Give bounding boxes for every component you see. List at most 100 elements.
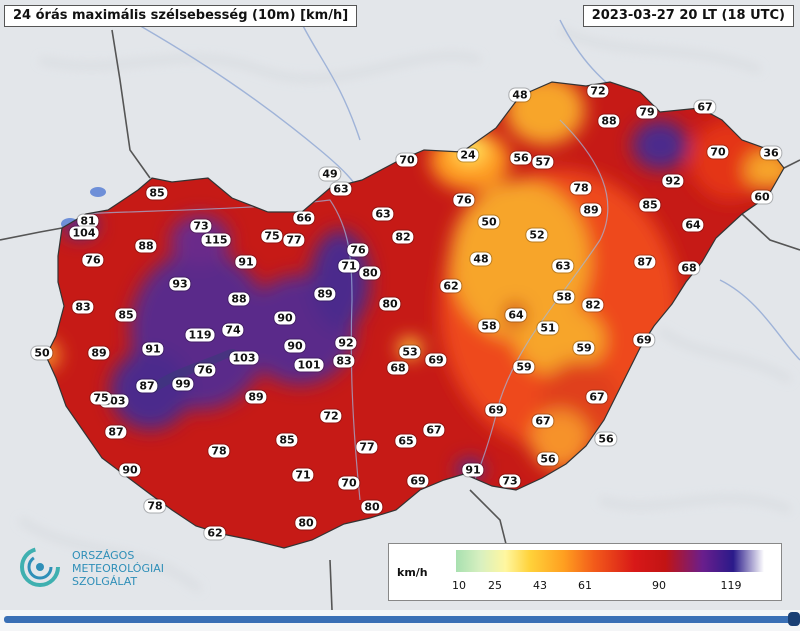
legend-unit: km/h — [397, 566, 428, 579]
station-value: 80 — [361, 500, 383, 514]
station-value: 76 — [347, 243, 369, 257]
legend-tick: 119 — [720, 579, 742, 592]
station-value: 68 — [678, 261, 700, 275]
logo-swirl-icon — [20, 547, 60, 587]
station-value: 73 — [499, 474, 521, 488]
station-value: 88 — [135, 239, 157, 253]
station-value: 51 — [537, 321, 559, 335]
station-value: 56 — [510, 151, 532, 165]
station-value: 73 — [190, 219, 212, 233]
station-value: 83 — [72, 300, 94, 314]
station-value: 74 — [222, 323, 244, 337]
station-value: 82 — [392, 230, 414, 244]
station-value: 99 — [172, 377, 194, 391]
legend-tick: 25 — [488, 579, 502, 592]
station-value: 58 — [478, 319, 500, 333]
station-value: 93 — [169, 277, 191, 291]
station-value: 69 — [425, 353, 447, 367]
station-value: 76 — [453, 193, 475, 207]
map-title: 24 órás maximális szélsebesség (10m) [km… — [4, 5, 358, 27]
omsz-logo: ORSZÁGOS METEOROLÓGIAI SZOLGÁLAT — [18, 543, 178, 593]
station-value: 71 — [338, 259, 360, 273]
station-value: 64 — [682, 218, 704, 232]
station-value: 57 — [532, 155, 554, 169]
station-value: 52 — [526, 228, 548, 242]
station-value: 80 — [295, 516, 317, 530]
station-value: 76 — [194, 363, 216, 377]
station-value: 115 — [201, 233, 231, 247]
station-value: 50 — [478, 215, 500, 229]
station-value: 78 — [144, 499, 166, 513]
station-value: 70 — [707, 145, 729, 159]
legend-tick: 10 — [452, 579, 466, 592]
station-value: 83 — [333, 354, 355, 368]
station-value: 92 — [335, 336, 357, 350]
station-value: 72 — [587, 84, 609, 98]
station-value: 53 — [399, 345, 421, 359]
map-area: 48 72 79 67 88 70 24 56 57 70 36 92 49 63 76 78 89 85 60 66… — [0, 0, 800, 610]
station-value: 76 — [82, 253, 104, 267]
station-value: 80 — [359, 266, 381, 280]
station-value: 68 — [387, 361, 409, 375]
station-value: 59 — [513, 360, 535, 374]
station-value: 82 — [582, 298, 604, 312]
station-value: 91 — [235, 255, 257, 269]
station-value: 75 — [261, 229, 283, 243]
station-value: 62 — [440, 279, 462, 293]
station-value: 92 — [662, 174, 684, 188]
station-value: 58 — [553, 290, 575, 304]
station-value: 88 — [228, 292, 250, 306]
station-value: 64 — [505, 308, 527, 322]
station-value: 78 — [208, 444, 230, 458]
station-value: 90 — [119, 463, 141, 477]
logo-line-2: METEOROLÓGIAI — [72, 562, 165, 575]
station-value: 56 — [537, 452, 559, 466]
station-value: 85 — [115, 308, 137, 322]
station-value: 89 — [580, 203, 602, 217]
station-value: 85 — [146, 186, 168, 200]
station-value: 119 — [185, 328, 215, 342]
station-value: 66 — [293, 211, 315, 225]
station-value: 36 — [760, 146, 782, 160]
station-value: 85 — [639, 198, 661, 212]
station-value: 62 — [204, 526, 226, 540]
station-value: 87 — [105, 425, 127, 439]
station-value: 90 — [284, 339, 306, 353]
station-value: 91 — [462, 463, 484, 477]
station-value: 69 — [633, 333, 655, 347]
station-value: 48 — [509, 88, 531, 102]
station-value: 67 — [423, 423, 445, 437]
station-value: 79 — [636, 105, 658, 119]
station-value: 81 — [77, 214, 99, 228]
station-value: 70 — [396, 153, 418, 167]
station-value: 90 — [274, 311, 296, 325]
country-outline — [45, 81, 785, 549]
station-value: 91 — [142, 342, 164, 356]
station-value: 87 — [136, 379, 158, 393]
scrollbar-thumb[interactable] — [788, 612, 800, 626]
station-value: 72 — [320, 409, 342, 423]
station-value: 103 — [229, 351, 259, 365]
station-value: 71 — [292, 468, 314, 482]
station-value: 67 — [532, 414, 554, 428]
station-value: 50 — [31, 346, 53, 360]
logo-line-1: ORSZÁGOS — [72, 549, 135, 562]
legend-tick: 43 — [533, 579, 547, 592]
logo-line-3: SZOLGÁLAT — [72, 575, 138, 588]
station-value: 89 — [245, 390, 267, 404]
legend-tick: 90 — [652, 579, 666, 592]
station-value: 101 — [294, 358, 324, 372]
station-value: 63 — [330, 182, 352, 196]
station-value: 49 — [319, 167, 341, 181]
station-value: 104 — [69, 226, 99, 240]
station-value: 77 — [356, 440, 378, 454]
station-value: 67 — [586, 390, 608, 404]
station-value: 89 — [314, 287, 336, 301]
station-value: 88 — [598, 114, 620, 128]
station-value: 65 — [395, 434, 417, 448]
station-value: 80 — [379, 297, 401, 311]
horizontal-scrollbar[interactable] — [4, 616, 792, 623]
station-value: 69 — [485, 403, 507, 417]
station-value: 85 — [276, 433, 298, 447]
legend-tick: 61 — [578, 579, 592, 592]
